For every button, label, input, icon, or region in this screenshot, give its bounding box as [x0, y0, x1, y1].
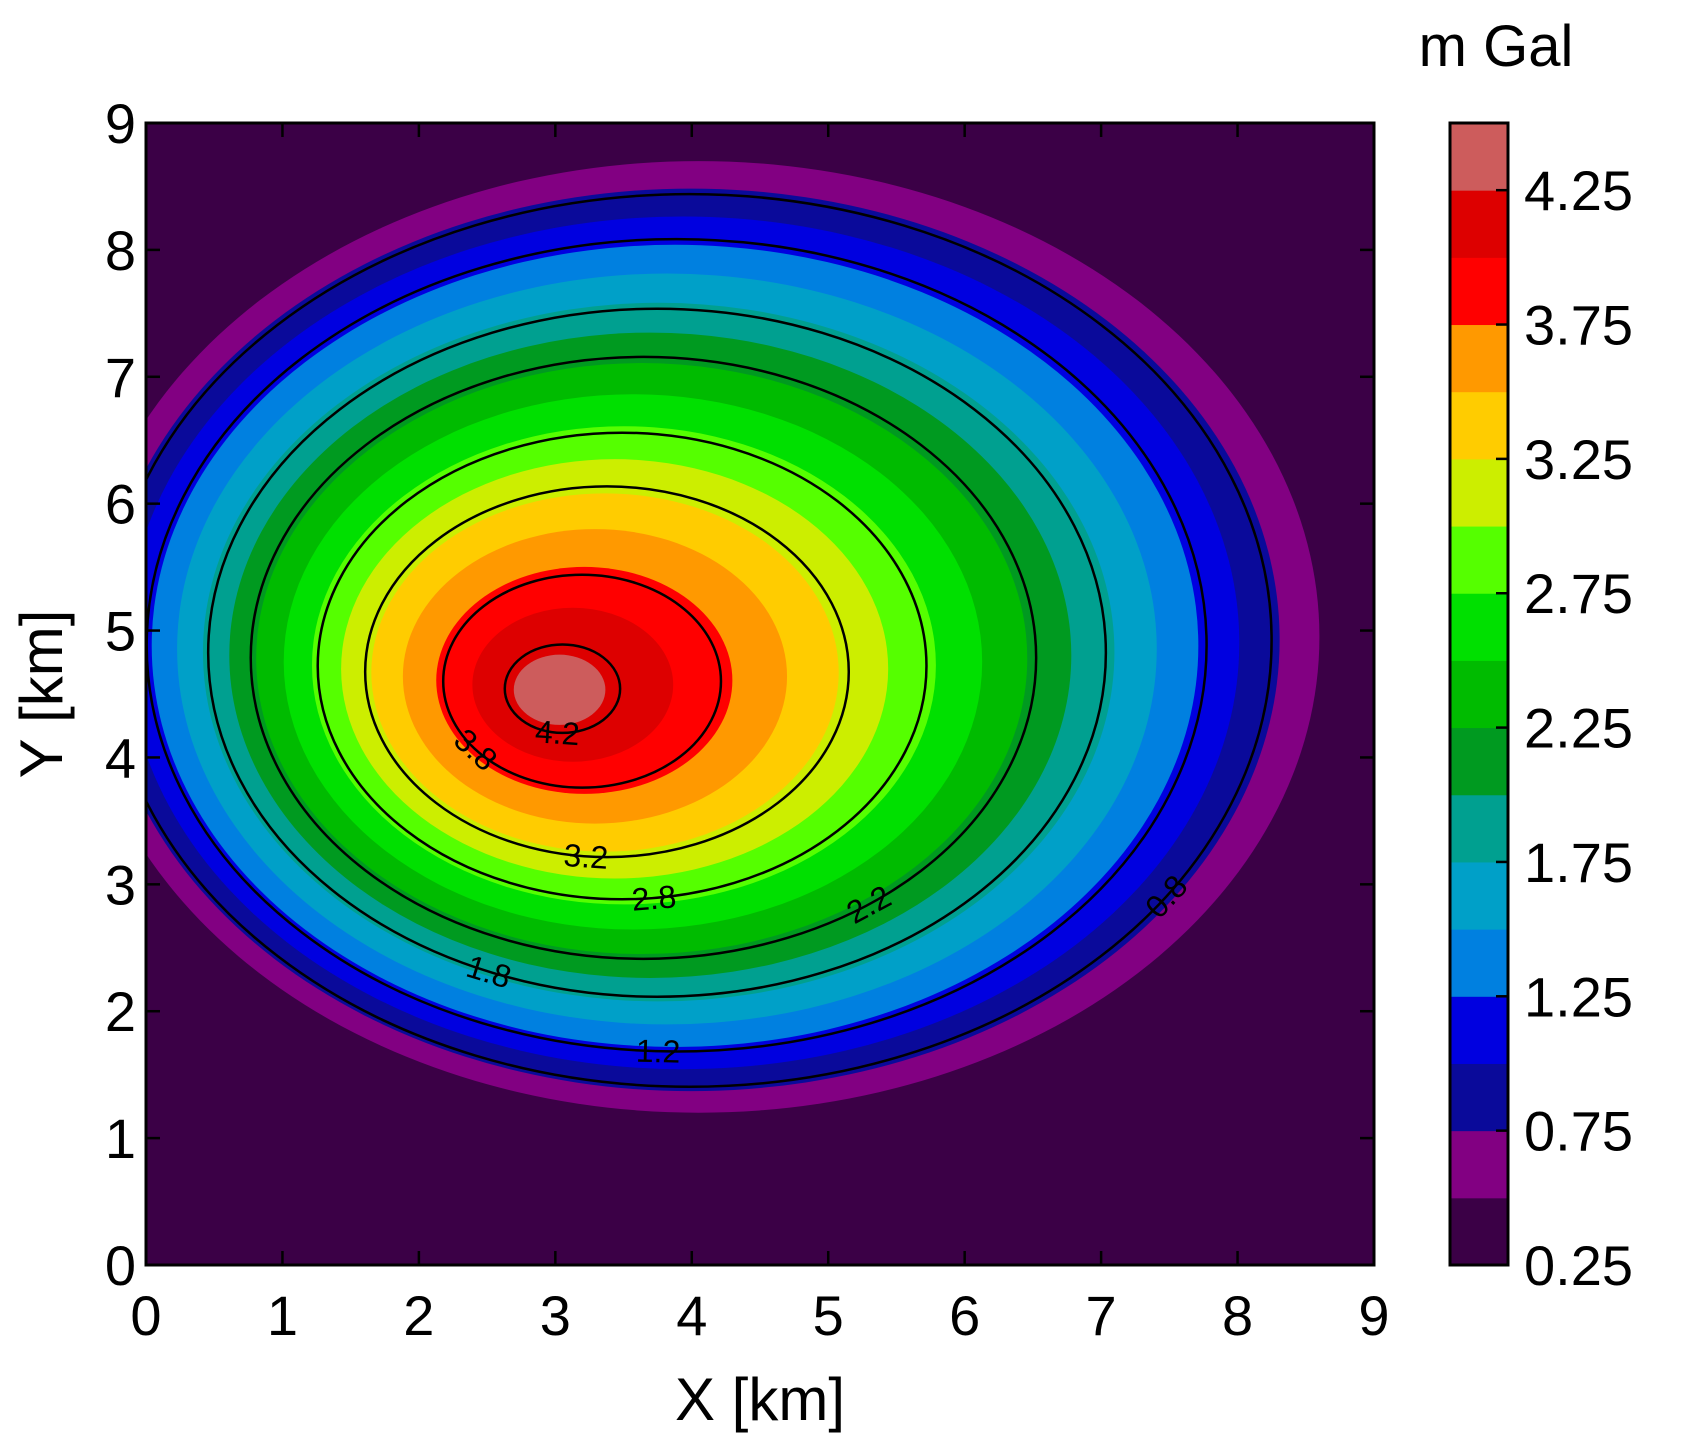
plot-frame [144, 121, 1376, 1267]
contour-fill-layer [146, 123, 1374, 1265]
contour-line-0.8 [146, 193, 1273, 1088]
contour-band-4.25 [513, 654, 606, 725]
x-tick-label-3: 3 [540, 1284, 571, 1347]
colorbar-segment-0.25 [1450, 1197, 1508, 1266]
colorbar-tick-label-2.75: 2.75 [1524, 562, 1633, 625]
y-tick-label-6: 6 [105, 473, 136, 536]
y-tick-label-9: 9 [105, 92, 136, 155]
contour-line-2.2 [249, 355, 1038, 961]
x-tick-label-8: 8 [1222, 1284, 1253, 1347]
contour-label-2.8: 2.8 [630, 878, 677, 917]
colorbar-segment-0.5 [1450, 1130, 1508, 1199]
y-tick-label-0: 0 [105, 1234, 136, 1297]
colorbar-segment-0.75 [1450, 1063, 1508, 1132]
colorbar-segment-2.25 [1450, 660, 1508, 729]
y-tick-label-1: 1 [105, 1107, 136, 1170]
contour-line-3.2 [363, 485, 851, 859]
x-tick-label-1: 1 [267, 1284, 298, 1347]
colorbar-segment-3 [1450, 458, 1508, 527]
svg-text:4.2: 4.2 [534, 713, 581, 752]
colorbar-segment-1 [1450, 996, 1508, 1064]
colorbar-segment-4.25 [1450, 123, 1508, 191]
colorbar-segment-1.5 [1450, 861, 1508, 930]
contour-label-4.2: 4.2 [534, 713, 581, 752]
y-tick-label-7: 7 [105, 346, 136, 409]
y-axis: 0 1 2 3 4 5 6 7 8 9 [105, 92, 1374, 1297]
colorbar-tick-label-0.75: 0.75 [1524, 1100, 1633, 1163]
colorbar-segment-2.5 [1450, 593, 1508, 661]
x-axis: 0 1 2 3 4 5 6 7 8 9 [130, 123, 1390, 1347]
y-axis-title: Y [km] [8, 610, 75, 779]
colorbar-tick-label-3.25: 3.25 [1524, 428, 1633, 491]
svg-text:3.2: 3.2 [562, 837, 609, 876]
contour-line-3.8 [441, 573, 723, 789]
x-tick-label-6: 6 [949, 1284, 980, 1347]
colorbar-segment-2 [1450, 727, 1508, 796]
y-tick-label-8: 8 [105, 219, 136, 282]
colorbar-tick-label-1.25: 1.25 [1524, 965, 1633, 1028]
colorbar-tick-label-3.75: 3.75 [1524, 294, 1633, 357]
colorbar-tick-label-4.25: 4.25 [1524, 159, 1633, 222]
colorbar-tick-label-0.25: 0.25 [1524, 1234, 1633, 1297]
y-tick-label-2: 2 [105, 980, 136, 1043]
svg-text:2.8: 2.8 [630, 878, 677, 917]
svg-text:1.2: 1.2 [635, 1033, 680, 1070]
x-tick-label-9: 9 [1358, 1284, 1389, 1347]
x-tick-label-2: 2 [403, 1284, 434, 1347]
colorbar-segment-3.25 [1450, 391, 1508, 460]
x-axis-title: X [km] [675, 1366, 845, 1433]
colorbar-segment-3.5 [1450, 324, 1508, 393]
colorbar-segment-1.25 [1450, 929, 1508, 997]
y-tick-label-5: 5 [105, 600, 136, 663]
contour-label-3.2: 3.2 [562, 837, 609, 876]
contour-line-1.8 [206, 307, 1108, 998]
contour-label-1.2: 1.2 [635, 1033, 680, 1070]
x-tick-label-0: 0 [130, 1284, 161, 1347]
contour-line-2.8 [316, 431, 928, 901]
contour-line-4.2 [503, 643, 622, 735]
contour-line-layer [146, 193, 1273, 1088]
colorbar-segment-4 [1450, 190, 1508, 258]
colorbar-tick-label-2.25: 2.25 [1524, 697, 1633, 760]
colorbar-segment-2.75 [1450, 526, 1508, 594]
colorbar-unit-label: m Gal [1419, 14, 1574, 79]
colorbar: 0.25 0.75 1.25 1.75 2.25 2.75 3.25 3.75 4.25 [1448, 121, 1633, 1297]
x-tick-label-5: 5 [813, 1284, 844, 1347]
y-tick-label-4: 4 [105, 726, 136, 789]
y-tick-label-3: 3 [105, 853, 136, 916]
colorbar-segment-1.75 [1450, 794, 1508, 863]
x-tick-label-7: 7 [1086, 1284, 1117, 1347]
colorbar-frame [1448, 121, 1510, 1267]
colorbar-tick-label-1.75: 1.75 [1524, 831, 1633, 894]
colorbar-segment-3.75 [1450, 257, 1508, 326]
x-tick-label-4: 4 [676, 1284, 707, 1347]
